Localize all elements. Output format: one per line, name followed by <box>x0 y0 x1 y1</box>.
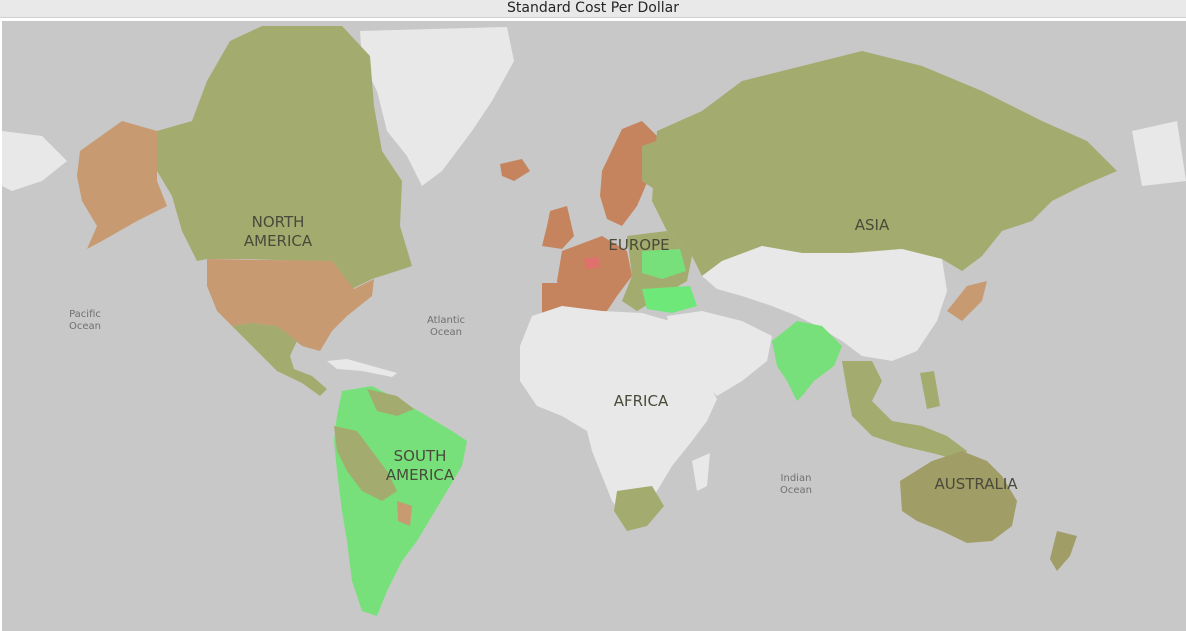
region-iceland[interactable] <box>500 159 530 181</box>
map-canvas[interactable]: NORTH AMERICA SOUTH AMERICA EUROPE ASIA … <box>2 21 1186 631</box>
region-australia[interactable] <box>900 451 1017 543</box>
region-uk[interactable] <box>542 206 574 249</box>
region-greenland[interactable] <box>360 27 514 186</box>
visual-title-bar: Standard Cost Per Dollar <box>0 0 1186 18</box>
region-arctic-west[interactable] <box>2 131 67 191</box>
label-indian-1: Indian <box>781 473 812 484</box>
region-philippines[interactable] <box>920 371 940 409</box>
region-western-europe[interactable] <box>557 236 632 316</box>
label-atlantic-2: Ocean <box>430 327 462 338</box>
region-paraguay[interactable] <box>397 501 412 526</box>
label-north-america-1: NORTH <box>252 213 305 231</box>
region-southeast-asia[interactable] <box>842 361 967 461</box>
region-japan[interactable] <box>947 281 987 321</box>
region-middle-east[interactable] <box>667 311 772 396</box>
label-asia: ASIA <box>855 216 890 234</box>
region-africa[interactable] <box>520 306 717 521</box>
region-russia[interactable] <box>652 51 1117 276</box>
region-andes[interactable] <box>334 426 397 501</box>
label-pacific-1: Pacific <box>69 309 101 320</box>
region-south-africa[interactable] <box>614 486 664 531</box>
region-ukraine[interactable] <box>642 249 686 279</box>
region-turkey[interactable] <box>642 286 697 313</box>
region-madagascar[interactable] <box>692 453 710 491</box>
region-china[interactable] <box>702 246 947 361</box>
label-south-america-1: SOUTH <box>394 447 447 465</box>
label-south-america-2: AMERICA <box>386 466 455 484</box>
region-mexico[interactable] <box>232 323 327 396</box>
label-africa: AFRICA <box>614 392 669 410</box>
filled-map[interactable]: NORTH AMERICA SOUTH AMERICA EUROPE ASIA … <box>2 21 1186 631</box>
region-south-america[interactable] <box>334 386 467 616</box>
region-arctic-east[interactable] <box>1132 121 1186 186</box>
region-india[interactable] <box>772 321 842 401</box>
label-europe: EUROPE <box>608 236 669 254</box>
region-new-zealand[interactable] <box>1050 531 1077 571</box>
label-indian-2: Ocean <box>780 485 812 496</box>
region-alaska[interactable] <box>77 121 167 249</box>
region-usa[interactable] <box>207 259 374 351</box>
region-switzerland[interactable] <box>584 257 600 269</box>
region-canada[interactable] <box>157 26 412 289</box>
visual-title: Standard Cost Per Dollar <box>507 0 679 16</box>
label-north-america-2: AMERICA <box>244 232 313 250</box>
label-atlantic-1: Atlantic <box>427 315 465 326</box>
region-caribbean[interactable] <box>327 359 397 377</box>
label-pacific-2: Ocean <box>69 321 101 332</box>
region-guianas[interactable] <box>367 389 414 416</box>
label-australia: AUSTRALIA <box>934 475 1018 493</box>
